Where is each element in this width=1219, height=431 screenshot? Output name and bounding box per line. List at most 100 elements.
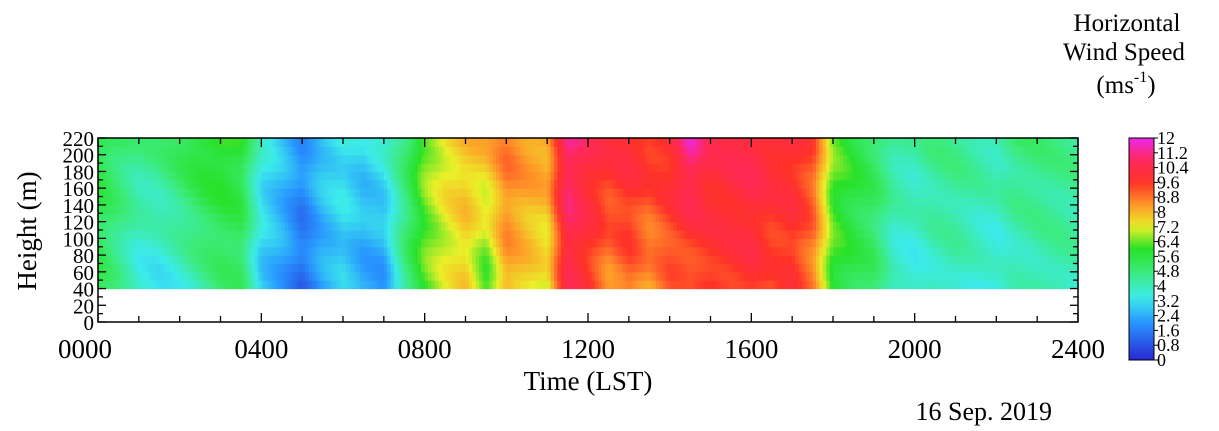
heatmap-cell <box>625 230 630 239</box>
heatmap-cell <box>196 255 201 265</box>
heatmap-cell <box>523 204 528 214</box>
heatmap-cell <box>1013 146 1018 156</box>
heatmap-cell <box>890 221 895 231</box>
heatmap-cell <box>608 230 613 239</box>
heatmap-cell <box>867 263 872 273</box>
heatmap-cell <box>404 171 409 181</box>
heatmap-cell <box>645 213 650 223</box>
heatmap-cell <box>465 188 470 198</box>
heatmap-cell <box>547 230 552 239</box>
heatmap-cell <box>564 188 569 198</box>
heatmap-cell <box>176 146 181 156</box>
heatmap-cell <box>843 188 848 198</box>
heatmap-cell <box>108 271 113 281</box>
heatmap-cell <box>458 146 463 156</box>
heatmap-cell <box>336 146 341 156</box>
heatmap-cell <box>696 221 701 231</box>
heatmap-cell <box>298 188 303 198</box>
heatmap-cell <box>758 146 763 156</box>
heatmap-cell <box>305 138 310 147</box>
heatmap-cell <box>747 146 752 156</box>
heatmap-cell <box>414 246 419 256</box>
heatmap-cell <box>768 246 773 256</box>
heatmap-cell <box>768 171 773 181</box>
heatmap-cell <box>1037 188 1042 198</box>
heatmap-cell <box>540 179 545 189</box>
heatmap-cell <box>802 271 807 281</box>
heatmap-cell <box>982 179 987 189</box>
heatmap-cell <box>356 230 361 239</box>
heatmap-cell <box>189 255 194 265</box>
heatmap-cell <box>584 138 589 147</box>
heatmap-cell <box>989 280 994 290</box>
heatmap-cell <box>336 246 341 256</box>
heatmap-cell <box>268 263 273 273</box>
heatmap-cell <box>339 221 344 231</box>
heatmap-cell <box>169 188 174 198</box>
heatmap-cell <box>741 246 746 256</box>
heatmap-cell <box>543 271 548 281</box>
heatmap-cell <box>812 204 817 214</box>
heatmap-cell <box>383 138 388 147</box>
heatmap-cell <box>370 221 375 231</box>
heatmap-cell <box>747 271 752 281</box>
heatmap-cell <box>907 179 912 189</box>
heatmap-cell <box>540 271 545 281</box>
heatmap-cell <box>924 196 929 206</box>
heatmap-cell <box>935 280 940 290</box>
heatmap-cell <box>308 238 313 248</box>
heatmap-cell <box>349 146 354 156</box>
heatmap-cell <box>962 196 967 206</box>
heatmap-cell <box>622 154 627 164</box>
heatmap-cell <box>693 154 698 164</box>
heatmap-cell <box>938 146 943 156</box>
heatmap-cell <box>996 138 1001 147</box>
heatmap-cell <box>305 263 310 273</box>
heatmap-cell <box>812 280 817 290</box>
heatmap-cell <box>206 238 211 248</box>
heatmap-cell <box>244 163 249 173</box>
heatmap-cell <box>308 196 313 206</box>
heatmap-cell <box>217 230 222 239</box>
heatmap-cell <box>237 188 242 198</box>
heatmap-cell <box>390 154 395 164</box>
heatmap-cell <box>901 196 906 206</box>
heatmap-cell <box>632 230 637 239</box>
heatmap-cell <box>407 246 412 256</box>
heatmap-cell <box>992 188 997 198</box>
heatmap-cell <box>227 171 232 181</box>
heatmap-cell <box>468 163 473 173</box>
heatmap-cell <box>608 154 613 164</box>
heatmap-cell <box>826 263 831 273</box>
heatmap-cell <box>907 280 912 290</box>
heatmap-cell <box>618 188 623 198</box>
heatmap-cell <box>591 179 596 189</box>
heatmap-cell <box>400 138 405 147</box>
heatmap-cell <box>206 255 211 265</box>
heatmap-cell <box>1009 221 1014 231</box>
heatmap-cell <box>261 171 266 181</box>
heatmap-cell <box>203 238 208 248</box>
heatmap-cell <box>693 246 698 256</box>
heatmap-cell <box>213 263 218 273</box>
heatmap-cell <box>244 154 249 164</box>
heatmap-cell <box>673 263 678 273</box>
heatmap-cell <box>288 138 293 147</box>
heatmap-cell <box>1026 238 1031 248</box>
heatmap-cell <box>632 196 637 206</box>
heatmap-cell <box>264 196 269 206</box>
heatmap-cell <box>414 171 419 181</box>
heatmap-cell <box>975 246 980 256</box>
heatmap-cell <box>703 255 708 265</box>
heatmap-cell <box>577 255 582 265</box>
heatmap-cell <box>502 280 507 290</box>
heatmap-cell <box>519 263 524 273</box>
heatmap-cell <box>189 230 194 239</box>
heatmap-cell <box>519 280 524 290</box>
heatmap-cell <box>560 221 565 231</box>
heatmap-cell <box>346 255 351 265</box>
heatmap-cell <box>826 204 831 214</box>
heatmap-cell <box>492 213 497 223</box>
heatmap-cell <box>853 213 858 223</box>
heatmap-cell <box>407 188 412 198</box>
